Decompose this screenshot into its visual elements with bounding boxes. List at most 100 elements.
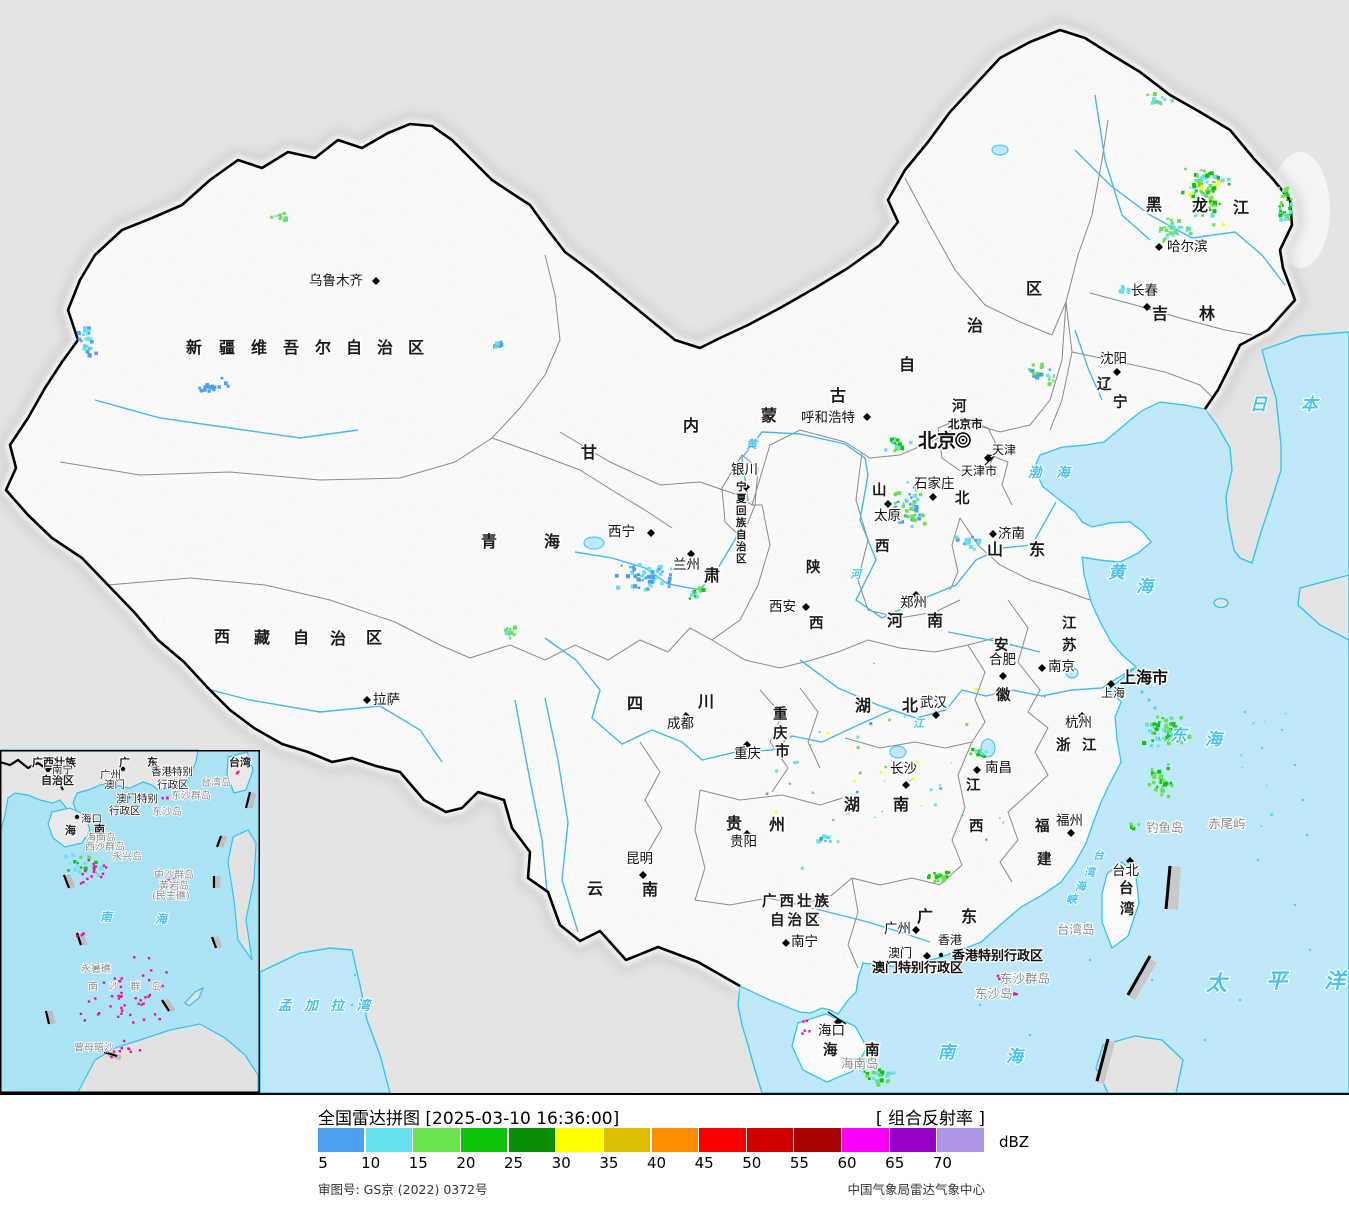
radar-echo (938, 784, 941, 787)
radar-echo (1240, 754, 1243, 757)
radar-echo (212, 387, 216, 391)
radar-echo (910, 525, 914, 529)
radar-echo (1170, 716, 1174, 721)
radar-echo-layer (76, 92, 1294, 1087)
radar-echo (637, 562, 642, 567)
radar-echo (650, 574, 654, 578)
city-label: 拉萨 (373, 692, 400, 708)
island-group-mark (137, 1002, 140, 1006)
radar-echo (1048, 368, 1051, 371)
radar-echo (642, 570, 646, 574)
radar-echo (657, 565, 661, 569)
radar-echo (203, 385, 207, 389)
radar-echo (875, 1079, 878, 1083)
radar-echo (1170, 99, 1174, 103)
radar-echo (1286, 193, 1290, 197)
radar-echo (1152, 780, 1156, 785)
radar-echo (505, 632, 509, 636)
radar-echo (83, 862, 87, 866)
province-label: 河 (952, 397, 967, 415)
radar-echo (76, 864, 79, 868)
island-group-mark (109, 1005, 112, 1008)
radar-echo (980, 753, 984, 757)
radar-echo (198, 386, 202, 390)
radar-echo (667, 580, 671, 584)
radar-echo (670, 567, 673, 571)
island-group-mark (140, 1003, 143, 1006)
radar-echo (955, 537, 960, 542)
radar-echo (894, 442, 897, 445)
radar-echo (933, 872, 936, 875)
radar-echo (865, 1072, 870, 1076)
province-label: 北 (955, 490, 970, 507)
island-group-mark (123, 1004, 126, 1007)
radar-echo (1177, 219, 1181, 223)
radar-echo (226, 384, 230, 388)
radar-echo (1210, 187, 1214, 191)
province-label: 市 (775, 742, 790, 760)
radar-echo (879, 771, 883, 774)
radar-echo (1151, 731, 1155, 735)
island-group-mark (148, 978, 151, 982)
radar-echo (1172, 226, 1176, 230)
city-label: 西宁 (608, 523, 635, 540)
radar-echo (1040, 362, 1044, 367)
radar-echo (933, 879, 937, 883)
radar-echo (1154, 787, 1158, 792)
radar-echo (1208, 184, 1213, 188)
radar-echo (977, 538, 982, 543)
radar-echo (917, 516, 921, 521)
island-group-mark (131, 985, 134, 988)
city-marker (1107, 680, 1115, 688)
island-group-mark (155, 874, 158, 877)
radar-echo (823, 834, 828, 839)
radar-echo (224, 381, 228, 386)
province-label: 贵 (726, 814, 742, 833)
sea-label: 孟 加 拉 湾 (278, 998, 374, 1014)
inset-sea-label: 南 (100, 910, 114, 924)
radar-echo (90, 337, 93, 340)
radar-echo (896, 438, 900, 442)
radar-echo (1157, 769, 1162, 774)
radar-echo (939, 787, 942, 790)
radar-echo (892, 439, 896, 443)
radar-echo (889, 1071, 894, 1075)
radar-echo (637, 586, 641, 589)
island-group-mark (92, 862, 95, 866)
city-marker (639, 871, 647, 879)
radar-echo (774, 810, 778, 814)
city-marker (923, 952, 931, 960)
radar-echo (1241, 766, 1243, 769)
island-group-mark (100, 1043, 104, 1046)
island-group-mark (142, 1018, 146, 1021)
radar-echo (1187, 192, 1192, 197)
radar-echo (669, 573, 672, 577)
radar-echo (885, 1073, 890, 1078)
radar-echo (1166, 767, 1170, 771)
island-group-mark (161, 984, 164, 988)
radar-echo (856, 735, 860, 739)
city-label: 济南 (998, 526, 1025, 542)
sea-label: 渤 海 (1028, 465, 1075, 481)
radar-echo (1161, 717, 1164, 720)
radar-echo (979, 750, 982, 754)
radar-echo (1180, 225, 1184, 229)
radar-echo (1048, 378, 1051, 381)
radar-echo (1186, 229, 1189, 232)
radar-echo (1288, 204, 1293, 208)
island-group-mark (142, 974, 145, 977)
legend-tick: 70 (932, 1154, 952, 1172)
radar-echo (1145, 722, 1150, 727)
island-group-mark (161, 797, 164, 800)
province-label: 河 (887, 611, 903, 630)
radar-echo (1264, 720, 1266, 723)
radar-echo (1222, 223, 1225, 226)
radar-echo (1201, 174, 1206, 179)
province-label: 南 (642, 880, 658, 899)
province-label: 苏 (1062, 636, 1077, 654)
island-group-mark (118, 980, 121, 983)
province-label: 内 (683, 416, 699, 435)
radar-echo (967, 538, 971, 542)
city-label: 天津市 (961, 463, 997, 478)
island-group-mark (92, 870, 96, 873)
